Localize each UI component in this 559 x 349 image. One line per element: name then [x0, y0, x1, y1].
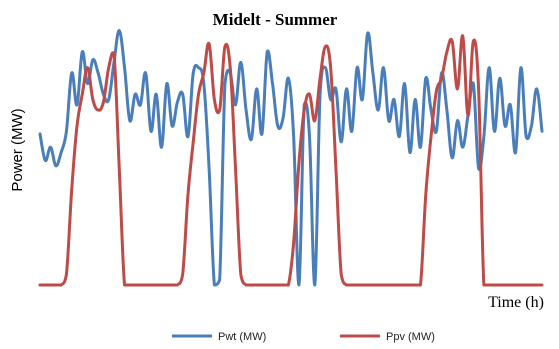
plot-area	[38, 29, 544, 287]
legend-label-ppv: Ppv (MW)	[386, 331, 435, 343]
chart-title: Midelt - Summer	[213, 10, 338, 29]
series-line-pwt	[38, 29, 544, 287]
legend: Pwt (MW) Ppv (MW)	[172, 331, 435, 343]
series-line-ppv	[38, 34, 544, 287]
legend-label-pwt: Pwt (MW)	[218, 331, 266, 343]
x-axis-label: Time (h)	[488, 294, 544, 311]
y-axis-label: Power (MW)	[9, 108, 26, 191]
